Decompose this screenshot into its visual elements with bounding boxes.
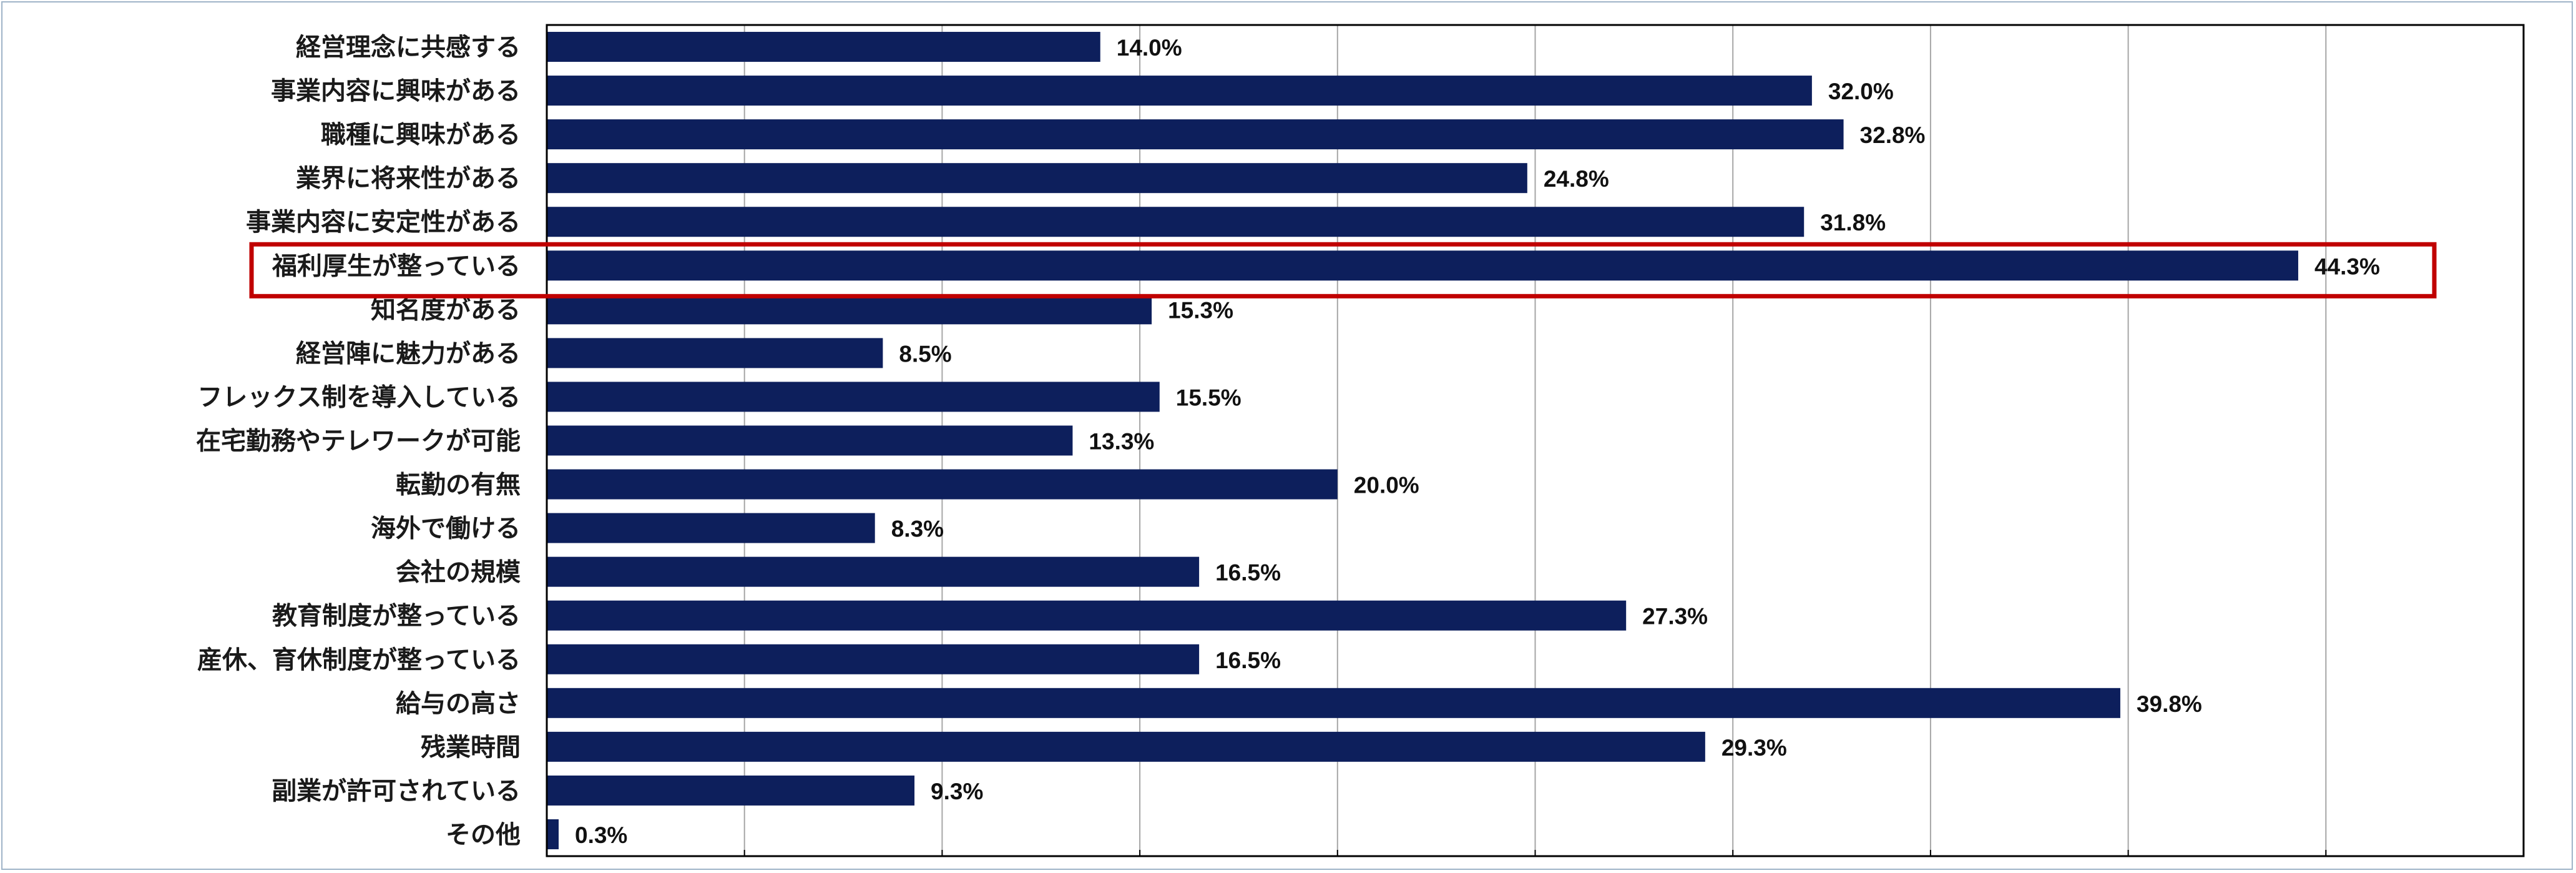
- bar: [547, 207, 1805, 237]
- bar: [547, 76, 1812, 106]
- bar: [547, 819, 559, 849]
- bar: [547, 469, 1338, 500]
- data-label: 32.0%: [1828, 79, 1894, 104]
- bar: [547, 32, 1100, 62]
- data-label: 29.3%: [1721, 735, 1787, 761]
- category-label: 給与の高さ: [396, 690, 521, 718]
- bar: [547, 119, 1844, 150]
- bar: [547, 731, 1705, 762]
- data-label: 44.3%: [2314, 254, 2380, 279]
- bar: [547, 556, 1200, 587]
- category-label: 転勤の有無: [396, 471, 521, 499]
- category-label: 事業内容に興味がある: [271, 77, 521, 105]
- category-label: 経営陣に魅力がある: [296, 340, 521, 367]
- category-label: 会社の規模: [396, 559, 521, 586]
- category-label: 経営理念に共感する: [296, 33, 521, 61]
- bar: [547, 338, 883, 368]
- data-label: 24.8%: [1544, 166, 1609, 192]
- data-label: 31.8%: [1820, 210, 1886, 235]
- data-label: 27.3%: [1642, 604, 1708, 629]
- bar: [547, 644, 1200, 674]
- data-label: 14.0%: [1117, 35, 1182, 61]
- data-label: 20.0%: [1354, 473, 1419, 498]
- category-label: 在宅勤務やテレワークが可能: [196, 427, 521, 455]
- data-label: 15.3%: [1168, 297, 1233, 323]
- category-label: 副業が許可されている: [272, 777, 521, 805]
- data-label: 16.5%: [1215, 648, 1281, 673]
- bar: [547, 250, 2298, 281]
- category-label: 福利厚生が整っている: [272, 252, 521, 280]
- category-label: フレックス制を導入している: [197, 383, 521, 411]
- bar: [547, 775, 915, 806]
- highlight-box: [249, 242, 2437, 298]
- category-label: 事業内容に安定性がある: [246, 209, 521, 236]
- category-label: 産休、育休制度が整っている: [197, 646, 521, 674]
- bar: [547, 294, 1152, 325]
- bar: [547, 163, 1527, 194]
- bar: [547, 382, 1160, 412]
- data-label: 32.8%: [1860, 122, 1926, 148]
- data-label: 0.3%: [575, 822, 627, 848]
- category-label: 業界に将来性がある: [296, 165, 521, 192]
- category-label: 残業時間: [421, 734, 521, 761]
- data-label: 8.3%: [891, 516, 944, 542]
- data-label: 8.5%: [899, 341, 951, 367]
- category-label: 職種に興味がある: [321, 121, 521, 149]
- data-label: 39.8%: [2137, 691, 2202, 717]
- category-label: 知名度がある: [371, 296, 521, 323]
- bar: [547, 600, 1627, 631]
- category-label: 海外で働ける: [371, 515, 521, 543]
- data-label: 16.5%: [1215, 560, 1281, 586]
- bar: [547, 688, 2120, 718]
- bar: [547, 513, 875, 543]
- category-label: その他: [446, 821, 521, 849]
- data-label: 9.3%: [931, 779, 983, 804]
- data-label: 15.5%: [1176, 385, 1241, 410]
- data-label: 13.3%: [1089, 429, 1154, 455]
- bar: [547, 425, 1073, 456]
- category-label: 教育制度が整っている: [272, 603, 521, 630]
